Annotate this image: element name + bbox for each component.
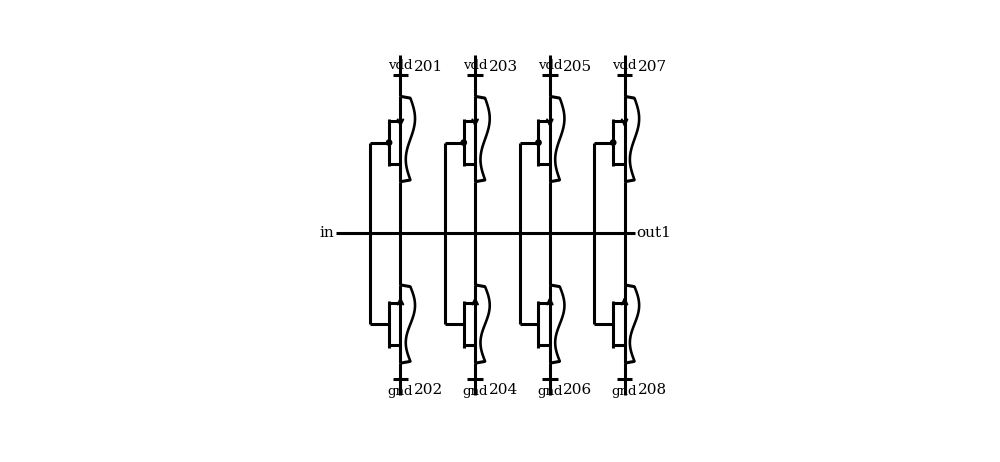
Text: gnd: gnd: [462, 385, 488, 398]
Text: 203: 203: [489, 60, 518, 74]
Text: vdd: vdd: [612, 59, 637, 72]
Text: in: in: [320, 226, 335, 240]
Circle shape: [386, 140, 392, 145]
Text: out1: out1: [636, 226, 671, 240]
Text: vdd: vdd: [538, 59, 562, 72]
Text: 201: 201: [414, 60, 443, 74]
Circle shape: [536, 140, 541, 145]
Text: vdd: vdd: [388, 59, 413, 72]
Text: gnd: gnd: [537, 385, 563, 398]
Text: gnd: gnd: [388, 385, 413, 398]
Text: 207: 207: [638, 60, 667, 74]
Text: 208: 208: [638, 383, 667, 397]
Circle shape: [611, 140, 616, 145]
Text: gnd: gnd: [612, 385, 637, 398]
Text: vdd: vdd: [463, 59, 487, 72]
Circle shape: [461, 140, 466, 145]
Text: 206: 206: [563, 383, 593, 397]
Text: 204: 204: [489, 383, 518, 397]
Text: 202: 202: [414, 383, 443, 397]
Text: 205: 205: [563, 60, 592, 74]
